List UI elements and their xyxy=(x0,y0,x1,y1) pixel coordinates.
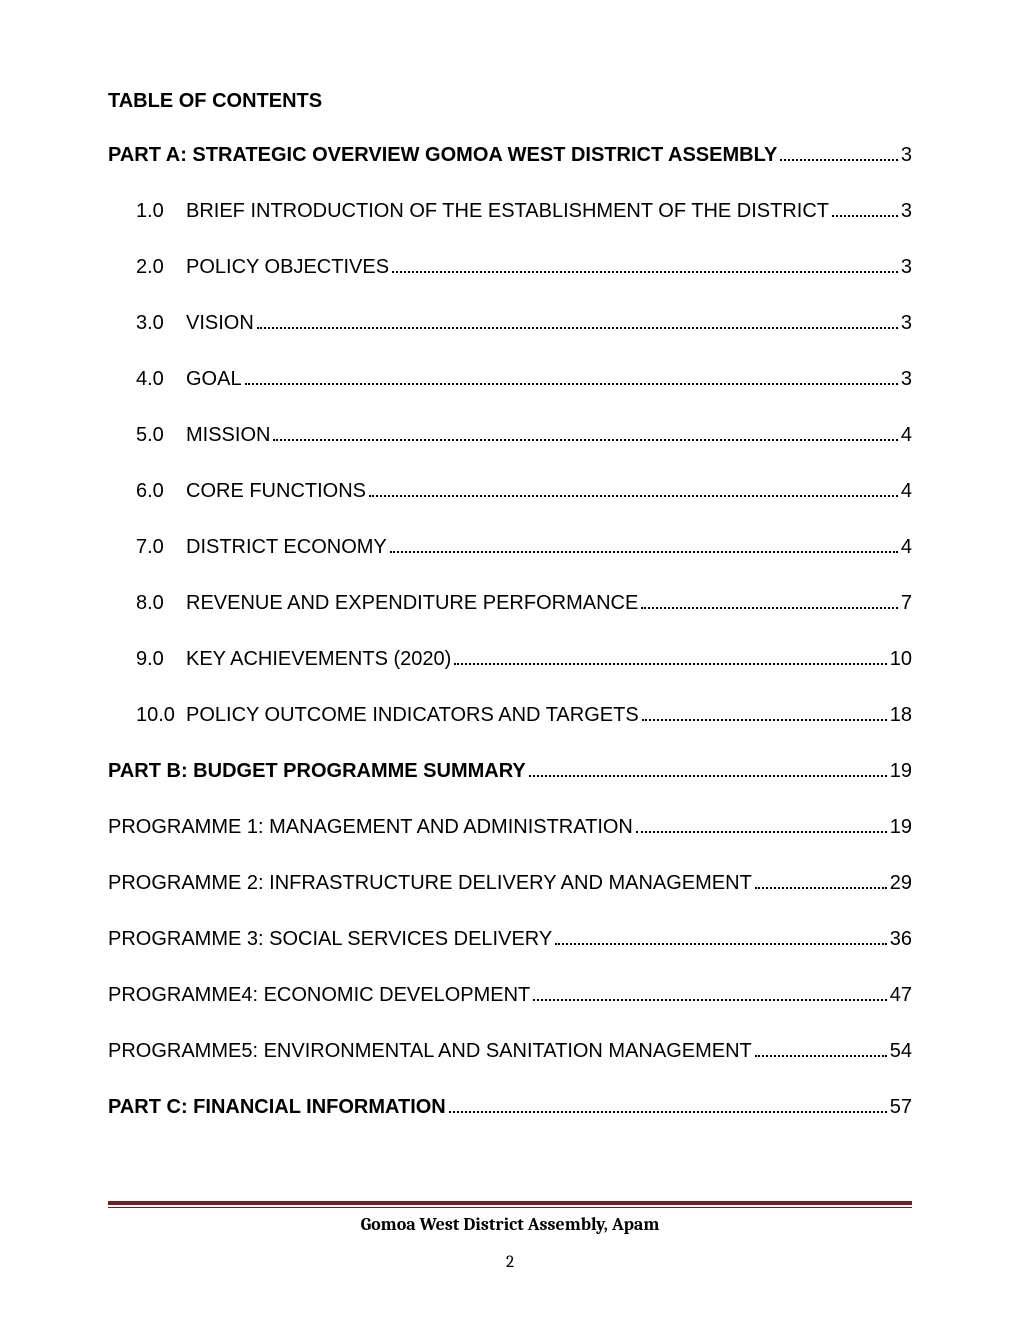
toc-entry: 7.0DISTRICT ECONOMY 4 xyxy=(108,533,912,561)
toc-entry-page: 3 xyxy=(901,197,912,225)
toc-entry: PROGRAMME5: ENVIRONMENTAL AND SANITATION… xyxy=(108,1037,912,1065)
toc-entry: PART B: BUDGET PROGRAMME SUMMARY 19 xyxy=(108,757,912,785)
toc-entry-number: 9.0 xyxy=(126,645,186,673)
toc-entry-text: PROGRAMME 3: SOCIAL SERVICES DELIVERY xyxy=(108,925,552,953)
toc-entry: 8.0REVENUE AND EXPENDITURE PERFORMANCE 7 xyxy=(108,589,912,617)
toc-entry-text: DISTRICT ECONOMY xyxy=(186,533,387,561)
toc-entry-text: GOAL xyxy=(186,365,242,393)
toc-leader-dots xyxy=(642,719,887,721)
toc-entry-page: 19 xyxy=(890,813,912,841)
toc-entry-text: PART C: FINANCIAL INFORMATION xyxy=(108,1093,446,1121)
toc-title: TABLE OF CONTENTS xyxy=(108,90,912,113)
toc-leader-dots xyxy=(390,551,898,553)
toc-leader-dots xyxy=(641,607,898,609)
page-container: TABLE OF CONTENTS PART A: STRATEGIC OVER… xyxy=(0,0,1020,1320)
page-footer: Gomoa West District Assembly, Apam 2 xyxy=(108,1201,912,1272)
toc-entry-text: PROGRAMME 1: MANAGEMENT AND ADMINISTRATI… xyxy=(108,813,633,841)
toc-entry-page: 4 xyxy=(901,421,912,449)
toc-entry-number: 5.0 xyxy=(126,421,186,449)
toc-leader-dots xyxy=(245,383,898,385)
toc-entry-text: KEY ACHIEVEMENTS (2020) xyxy=(186,645,451,673)
toc-entry: PROGRAMME4: ECONOMIC DEVELOPMENT 47 xyxy=(108,981,912,1009)
toc-entry-page: 3 xyxy=(901,141,912,169)
toc-entry: 10.0POLICY OUTCOME INDICATORS AND TARGET… xyxy=(108,701,912,729)
toc-leader-dots xyxy=(273,439,897,441)
toc-entry-number: 8.0 xyxy=(126,589,186,617)
toc-leader-dots xyxy=(369,495,898,497)
toc-entry-page: 3 xyxy=(901,253,912,281)
toc-leader-dots xyxy=(454,663,886,665)
toc-entry-text: MISSION xyxy=(186,421,270,449)
toc-entry-number: 3.0 xyxy=(126,309,186,337)
toc-entry: 4.0GOAL 3 xyxy=(108,365,912,393)
toc-entry-text: PART A: STRATEGIC OVERVIEW GOMOA WEST DI… xyxy=(108,141,777,169)
toc-entry-text: POLICY OBJECTIVES xyxy=(186,253,389,281)
toc-entry-text: BRIEF INTRODUCTION OF THE ESTABLISHMENT … xyxy=(186,197,829,225)
toc-entry-page: 54 xyxy=(890,1037,912,1065)
toc-entry-page: 4 xyxy=(901,477,912,505)
toc-entry-text: CORE FUNCTIONS xyxy=(186,477,366,505)
toc-leader-dots xyxy=(780,159,898,161)
footer-text: Gomoa West District Assembly, Apam xyxy=(108,1214,912,1235)
page-number: 2 xyxy=(108,1253,912,1272)
toc-entry-page: 3 xyxy=(901,365,912,393)
toc-entry-number: 7.0 xyxy=(126,533,186,561)
toc-leader-dots xyxy=(832,215,898,217)
toc-entry-text: REVENUE AND EXPENDITURE PERFORMANCE xyxy=(186,589,638,617)
toc-leader-dots xyxy=(392,271,898,273)
toc-entry-text: PROGRAMME4: ECONOMIC DEVELOPMENT xyxy=(108,981,530,1009)
toc-entry-number: 2.0 xyxy=(126,253,186,281)
toc-entry: 3.0VISION 3 xyxy=(108,309,912,337)
toc-entry-text: POLICY OUTCOME INDICATORS AND TARGETS xyxy=(186,701,639,729)
toc-entry: 1.0BRIEF INTRODUCTION OF THE ESTABLISHME… xyxy=(108,197,912,225)
toc-entry-page: 29 xyxy=(890,869,912,897)
toc-list: PART A: STRATEGIC OVERVIEW GOMOA WEST DI… xyxy=(108,141,912,1121)
toc-entry-number: 10.0 xyxy=(126,701,186,729)
toc-entry-page: 19 xyxy=(890,757,912,785)
toc-entry-page: 4 xyxy=(901,533,912,561)
toc-leader-dots xyxy=(755,1055,887,1057)
toc-leader-dots xyxy=(636,831,887,833)
toc-entry: PROGRAMME 1: MANAGEMENT AND ADMINISTRATI… xyxy=(108,813,912,841)
toc-entry-page: 3 xyxy=(901,309,912,337)
toc-entry: 6.0CORE FUNCTIONS 4 xyxy=(108,477,912,505)
toc-entry-number: 6.0 xyxy=(126,477,186,505)
toc-leader-dots xyxy=(529,775,887,777)
toc-leader-dots xyxy=(533,999,886,1001)
toc-leader-dots xyxy=(755,887,887,889)
toc-leader-dots xyxy=(449,1111,887,1113)
toc-entry-text: PART B: BUDGET PROGRAMME SUMMARY xyxy=(108,757,526,785)
toc-entry-number: 1.0 xyxy=(126,197,186,225)
toc-entry-number: 4.0 xyxy=(126,365,186,393)
toc-entry: 9.0KEY ACHIEVEMENTS (2020) 10 xyxy=(108,645,912,673)
toc-entry-page: 7 xyxy=(901,589,912,617)
toc-entry-page: 18 xyxy=(890,701,912,729)
footer-rule xyxy=(108,1201,912,1208)
toc-entry-page: 10 xyxy=(890,645,912,673)
toc-entry: PART A: STRATEGIC OVERVIEW GOMOA WEST DI… xyxy=(108,141,912,169)
toc-entry-page: 57 xyxy=(890,1093,912,1121)
toc-entry-page: 47 xyxy=(890,981,912,1009)
toc-entry: 5.0MISSION 4 xyxy=(108,421,912,449)
toc-entry: PROGRAMME 2: INFRASTRUCTURE DELIVERY AND… xyxy=(108,869,912,897)
toc-entry-text: PROGRAMME 2: INFRASTRUCTURE DELIVERY AND… xyxy=(108,869,752,897)
toc-entry-text: VISION xyxy=(186,309,254,337)
toc-entry: PROGRAMME 3: SOCIAL SERVICES DELIVERY 36 xyxy=(108,925,912,953)
toc-leader-dots xyxy=(555,943,887,945)
toc-entry-text: PROGRAMME5: ENVIRONMENTAL AND SANITATION… xyxy=(108,1037,752,1065)
toc-entry: PART C: FINANCIAL INFORMATION 57 xyxy=(108,1093,912,1121)
toc-entry: 2.0POLICY OBJECTIVES 3 xyxy=(108,253,912,281)
toc-leader-dots xyxy=(257,327,898,329)
toc-entry-page: 36 xyxy=(890,925,912,953)
